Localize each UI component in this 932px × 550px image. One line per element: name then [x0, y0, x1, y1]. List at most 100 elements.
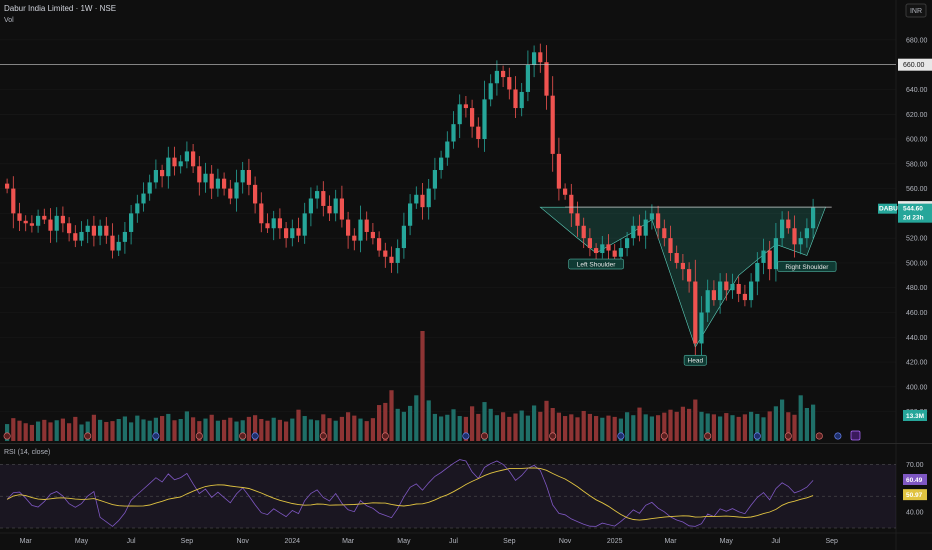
volume-bar: [550, 408, 555, 441]
candle: [761, 238, 766, 275]
volume-bar: [234, 421, 239, 441]
candle: [606, 234, 611, 262]
dividend-icon[interactable]: [462, 432, 470, 440]
candle: [507, 67, 512, 100]
volume-bar: [792, 414, 797, 441]
earnings-icon[interactable]: [239, 432, 247, 440]
volume-bar: [693, 399, 698, 441]
earnings-icon[interactable]: [549, 432, 557, 440]
volume-bar: [296, 409, 301, 441]
time-tick-label: Nov: [236, 538, 249, 545]
rsi-ma-value-label: 50.97: [906, 492, 923, 499]
earnings-icon[interactable]: [381, 432, 389, 440]
volume-bar: [160, 416, 165, 441]
volume-bar: [240, 420, 245, 441]
volume-bar: [544, 400, 549, 441]
volume-bar: [346, 412, 351, 441]
candle: [160, 164, 165, 188]
candle: [240, 161, 245, 194]
volume-bar: [327, 418, 332, 441]
volume-bar: [637, 407, 642, 441]
earnings-icon[interactable]: [704, 432, 712, 440]
candle: [153, 159, 158, 189]
candle: [575, 201, 580, 237]
volume-bar: [618, 418, 623, 441]
candle: [470, 99, 475, 138]
volume-bar: [377, 405, 382, 441]
upcoming-earnings-icon[interactable]: [850, 430, 861, 441]
volume-bar: [389, 390, 394, 441]
candle: [104, 217, 109, 244]
volume-bar: [315, 420, 320, 441]
dividend-icon[interactable]: [617, 432, 625, 440]
price-tick-label: 680.00: [906, 37, 928, 44]
volume-bar: [370, 418, 375, 441]
volume-bar: [67, 423, 72, 441]
earnings-icon[interactable]: [84, 432, 92, 440]
price-tick-label: 560.00: [906, 186, 928, 193]
volume-bar: [277, 419, 282, 441]
volume-bar: [135, 415, 140, 441]
candle: [457, 94, 462, 139]
candle: [494, 60, 499, 96]
candle: [339, 185, 344, 228]
earnings-icon[interactable]: [815, 432, 823, 440]
candle: [166, 146, 171, 189]
volume-bar: [228, 417, 233, 441]
volume-bar: [209, 414, 214, 441]
candle: [544, 45, 549, 110]
volume-bar: [563, 416, 568, 441]
volume-bar: [625, 412, 630, 441]
earnings-icon[interactable]: [660, 432, 668, 440]
volume-bar: [612, 416, 617, 441]
candle: [42, 208, 47, 225]
candle: [476, 117, 481, 148]
earnings-icon[interactable]: [480, 432, 488, 440]
volume-bar: [649, 416, 654, 441]
candle: [17, 202, 22, 231]
currency-button[interactable]: [905, 3, 927, 18]
earnings-icon[interactable]: [784, 432, 792, 440]
dividend-icon[interactable]: [251, 432, 259, 440]
candle: [48, 208, 53, 243]
dividend-icon[interactable]: [753, 432, 761, 440]
volume-bar: [445, 414, 450, 441]
dividend-icon[interactable]: [834, 432, 842, 440]
volume-bar: [290, 418, 295, 441]
candle: [67, 217, 72, 242]
candle: [674, 245, 679, 269]
candle: [296, 217, 301, 243]
time-tick-label: Mar: [342, 538, 355, 545]
candle: [11, 176, 16, 229]
candle: [364, 211, 369, 241]
candle: [693, 259, 698, 364]
volume-bar: [742, 414, 747, 441]
volume-bar: [364, 421, 369, 441]
candle: [54, 207, 59, 243]
dividend-icon[interactable]: [152, 432, 160, 440]
candle: [352, 228, 357, 251]
rsi-value-label: 60.49: [906, 477, 923, 484]
candle: [804, 218, 809, 248]
candle: [513, 76, 518, 118]
volume-bar: [749, 411, 754, 441]
earnings-icon[interactable]: [3, 432, 11, 440]
candle: [395, 239, 400, 274]
volume-bar: [79, 424, 84, 441]
bar-countdown-label: 2d 23h: [903, 215, 924, 222]
volume-value-label: 13.3M: [906, 413, 924, 420]
rsi-line: [6, 459, 814, 527]
volume-badge: [903, 410, 927, 421]
time-tick-label: Nov: [559, 538, 572, 545]
candle: [172, 146, 177, 176]
candle: [253, 176, 258, 214]
earnings-icon[interactable]: [319, 432, 327, 440]
earnings-icon[interactable]: [195, 432, 203, 440]
level-price-badge: [898, 58, 932, 71]
volume-bar: [569, 414, 574, 441]
symbol-badge: [878, 203, 897, 214]
candle: [234, 169, 239, 212]
time-tick-label: 2025: [607, 538, 623, 545]
